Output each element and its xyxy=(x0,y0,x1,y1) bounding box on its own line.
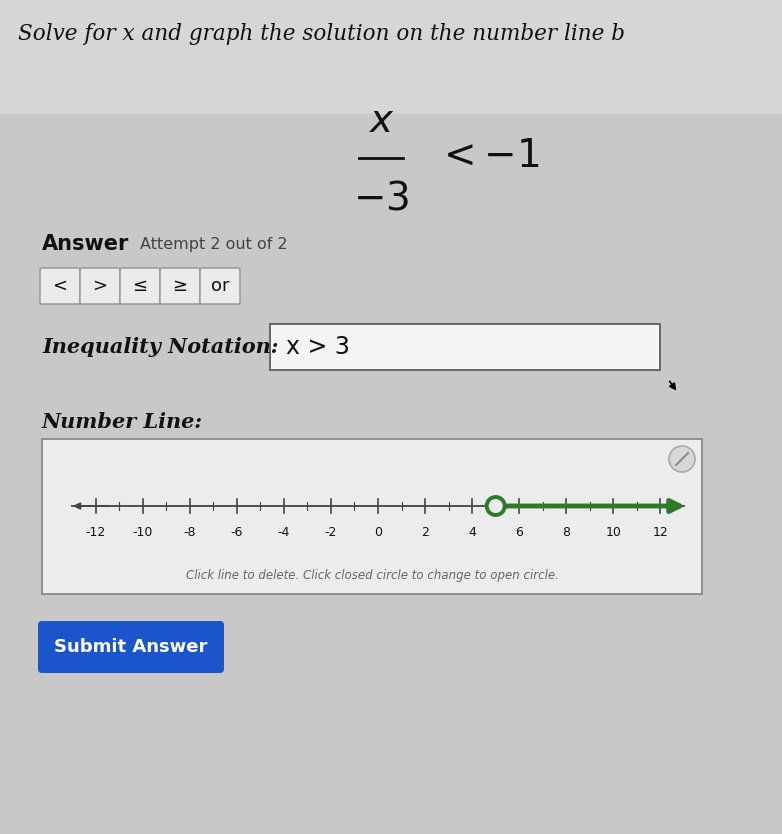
Text: x > 3: x > 3 xyxy=(286,335,350,359)
Text: -8: -8 xyxy=(184,526,196,539)
FancyBboxPatch shape xyxy=(40,268,80,304)
FancyBboxPatch shape xyxy=(160,268,200,304)
Text: -6: -6 xyxy=(231,526,243,539)
Text: 2: 2 xyxy=(421,526,429,539)
Text: $-3$: $-3$ xyxy=(353,180,409,217)
Text: 0: 0 xyxy=(374,526,382,539)
Text: Submit Answer: Submit Answer xyxy=(54,638,208,656)
Bar xyxy=(0,0,782,114)
Text: Attempt 2 out of 2: Attempt 2 out of 2 xyxy=(140,237,288,252)
Text: Inequality Notation:: Inequality Notation: xyxy=(42,337,278,357)
Text: -4: -4 xyxy=(278,526,290,539)
FancyBboxPatch shape xyxy=(200,268,240,304)
Text: $< -1$: $< -1$ xyxy=(436,138,540,174)
FancyBboxPatch shape xyxy=(120,268,160,304)
Text: Number Line:: Number Line: xyxy=(42,412,203,432)
Bar xyxy=(270,324,660,370)
Bar xyxy=(42,439,702,594)
Text: Solve for x and graph the solution on the number line b: Solve for x and graph the solution on th… xyxy=(18,23,625,45)
FancyBboxPatch shape xyxy=(80,268,120,304)
Text: Answer: Answer xyxy=(42,234,129,254)
Text: -10: -10 xyxy=(132,526,152,539)
Circle shape xyxy=(486,497,504,515)
FancyBboxPatch shape xyxy=(38,621,224,673)
Text: -12: -12 xyxy=(85,526,106,539)
Text: 4: 4 xyxy=(468,526,476,539)
Text: 6: 6 xyxy=(515,526,523,539)
Text: $x$: $x$ xyxy=(368,103,394,140)
Text: ≥: ≥ xyxy=(173,277,188,295)
Text: 8: 8 xyxy=(562,526,570,539)
Text: >: > xyxy=(92,277,107,295)
Text: -2: -2 xyxy=(325,526,337,539)
Text: 12: 12 xyxy=(653,526,669,539)
Text: ≤: ≤ xyxy=(132,277,148,295)
Text: <: < xyxy=(52,277,67,295)
Text: Click line to delete. Click closed circle to change to open circle.: Click line to delete. Click closed circl… xyxy=(185,570,558,582)
Text: 10: 10 xyxy=(605,526,622,539)
Circle shape xyxy=(669,446,695,472)
Text: or: or xyxy=(211,277,229,295)
